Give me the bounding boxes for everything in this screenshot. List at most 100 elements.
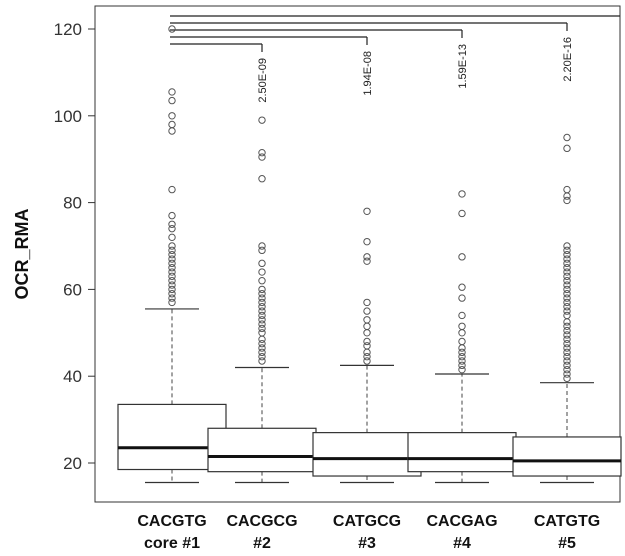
- outlier-point: [363, 316, 371, 324]
- category-label-line1: CACGAG: [426, 513, 497, 530]
- outlier-point: [363, 257, 371, 265]
- outlier-point: [563, 331, 571, 339]
- outlier-point: [563, 246, 571, 255]
- y-tick-label: 120: [54, 20, 82, 39]
- category-label-line1: CACGTG: [137, 513, 206, 530]
- category-label-line1: CATGTG: [534, 513, 600, 530]
- comparison-1: 2.50E-09: [170, 43, 269, 103]
- outlier-point: [363, 307, 371, 315]
- outlier-point: [563, 272, 571, 281]
- outlier-point: [168, 211, 176, 220]
- box-group-2: [207, 116, 317, 484]
- outlier-point: [363, 322, 371, 330]
- outlier-point: [168, 127, 176, 135]
- outlier-point: [458, 283, 466, 291]
- outlier-point: [168, 285, 176, 294]
- outlier-point: [563, 290, 571, 298]
- outlier-point: [363, 298, 371, 307]
- outlier-point: [258, 357, 266, 365]
- comparison-4: 2.20E-16: [170, 22, 574, 82]
- outlier-point: [563, 264, 571, 272]
- outlier-point: [258, 277, 266, 285]
- outlier-point: [563, 339, 571, 348]
- outlier-point: [363, 337, 371, 346]
- iqr-box: [312, 432, 422, 477]
- y-tick-label: 40: [63, 367, 82, 386]
- outlier-point: [168, 220, 176, 229]
- outlier-point: [258, 339, 266, 348]
- outlier-point: [168, 242, 176, 250]
- outlier-point: [563, 370, 571, 378]
- outlier-point: [168, 272, 176, 281]
- outlier-point: [563, 335, 571, 344]
- outlier-point: [563, 268, 571, 276]
- outlier-point: [258, 329, 266, 337]
- outlier-point: [258, 324, 266, 333]
- y-axis: 20 40 60 80 100 120: [54, 20, 96, 473]
- outlier-point: [563, 259, 571, 268]
- outlier-point: [168, 120, 176, 129]
- outlier-point: [258, 285, 266, 294]
- outlier-point: [258, 307, 266, 315]
- outlier-point: [168, 259, 176, 268]
- outlier-point: [563, 298, 571, 307]
- p-value-label: 2.20E-16: [562, 37, 574, 82]
- outlier-point: [258, 352, 266, 361]
- outlier-point: [258, 298, 266, 307]
- outlier-point: [258, 294, 266, 302]
- x-axis: CACGTG core #1 CACGCG #2 CATGCG #3 CACGAG #4 CAT…: [137, 513, 600, 552]
- outlier-point: [363, 237, 371, 246]
- outlier-point: [458, 209, 466, 218]
- outlier-point: [168, 233, 176, 242]
- outlier-point: [258, 153, 266, 161]
- outlier-point: [168, 25, 176, 33]
- outlier-point: [363, 253, 371, 261]
- outlier-point: [458, 337, 466, 346]
- outlier-point: [563, 344, 571, 352]
- outlier-point: [168, 294, 176, 302]
- outlier-point: [363, 348, 371, 357]
- outlier-point: [258, 303, 266, 311]
- outlier-point: [563, 196, 571, 205]
- outlier-point: [258, 311, 266, 320]
- outlier-point: [168, 281, 176, 289]
- box-group-3: [312, 207, 422, 484]
- outlier-point: [563, 294, 571, 302]
- outlier-point: [458, 357, 466, 365]
- outlier-point: [563, 357, 571, 365]
- outlier-point: [258, 246, 266, 255]
- outlier-point: [563, 192, 571, 200]
- outlier-point: [563, 250, 571, 259]
- outlier-point: [168, 268, 176, 276]
- iqr-box: [407, 432, 517, 473]
- outlier-point: [168, 264, 176, 272]
- outlier-point: [563, 303, 571, 311]
- comparison-2: 1.94E-08: [170, 36, 374, 96]
- category-label-line2: #2: [253, 535, 271, 552]
- y-tick-label: 20: [63, 454, 82, 473]
- outlier-point: [458, 352, 466, 361]
- outlier-point: [363, 357, 371, 365]
- outlier-point: [563, 133, 571, 142]
- outlier-point: [563, 318, 571, 326]
- p-value-label: 1.59E-13: [457, 44, 469, 89]
- iqr-box: [207, 427, 317, 473]
- outlier-point: [258, 344, 266, 352]
- y-axis-label: OCR_RMA: [12, 208, 32, 299]
- outlier-point: [258, 148, 266, 157]
- iqr-box: [512, 436, 622, 477]
- p-value-label: 2.50E-09: [257, 58, 269, 103]
- outlier-point: [258, 348, 266, 357]
- outlier-point: [563, 365, 571, 374]
- outlier-point: [363, 342, 371, 350]
- outlier-point: [363, 207, 371, 215]
- outlier-point: [258, 116, 266, 124]
- outlier-point: [258, 320, 266, 328]
- y-tick-label: 60: [63, 280, 82, 299]
- outlier-point: [563, 144, 571, 153]
- outlier-point: [258, 175, 266, 183]
- outlier-point: [168, 255, 176, 263]
- outlier-point: [458, 322, 466, 330]
- outlier-point: [168, 96, 176, 105]
